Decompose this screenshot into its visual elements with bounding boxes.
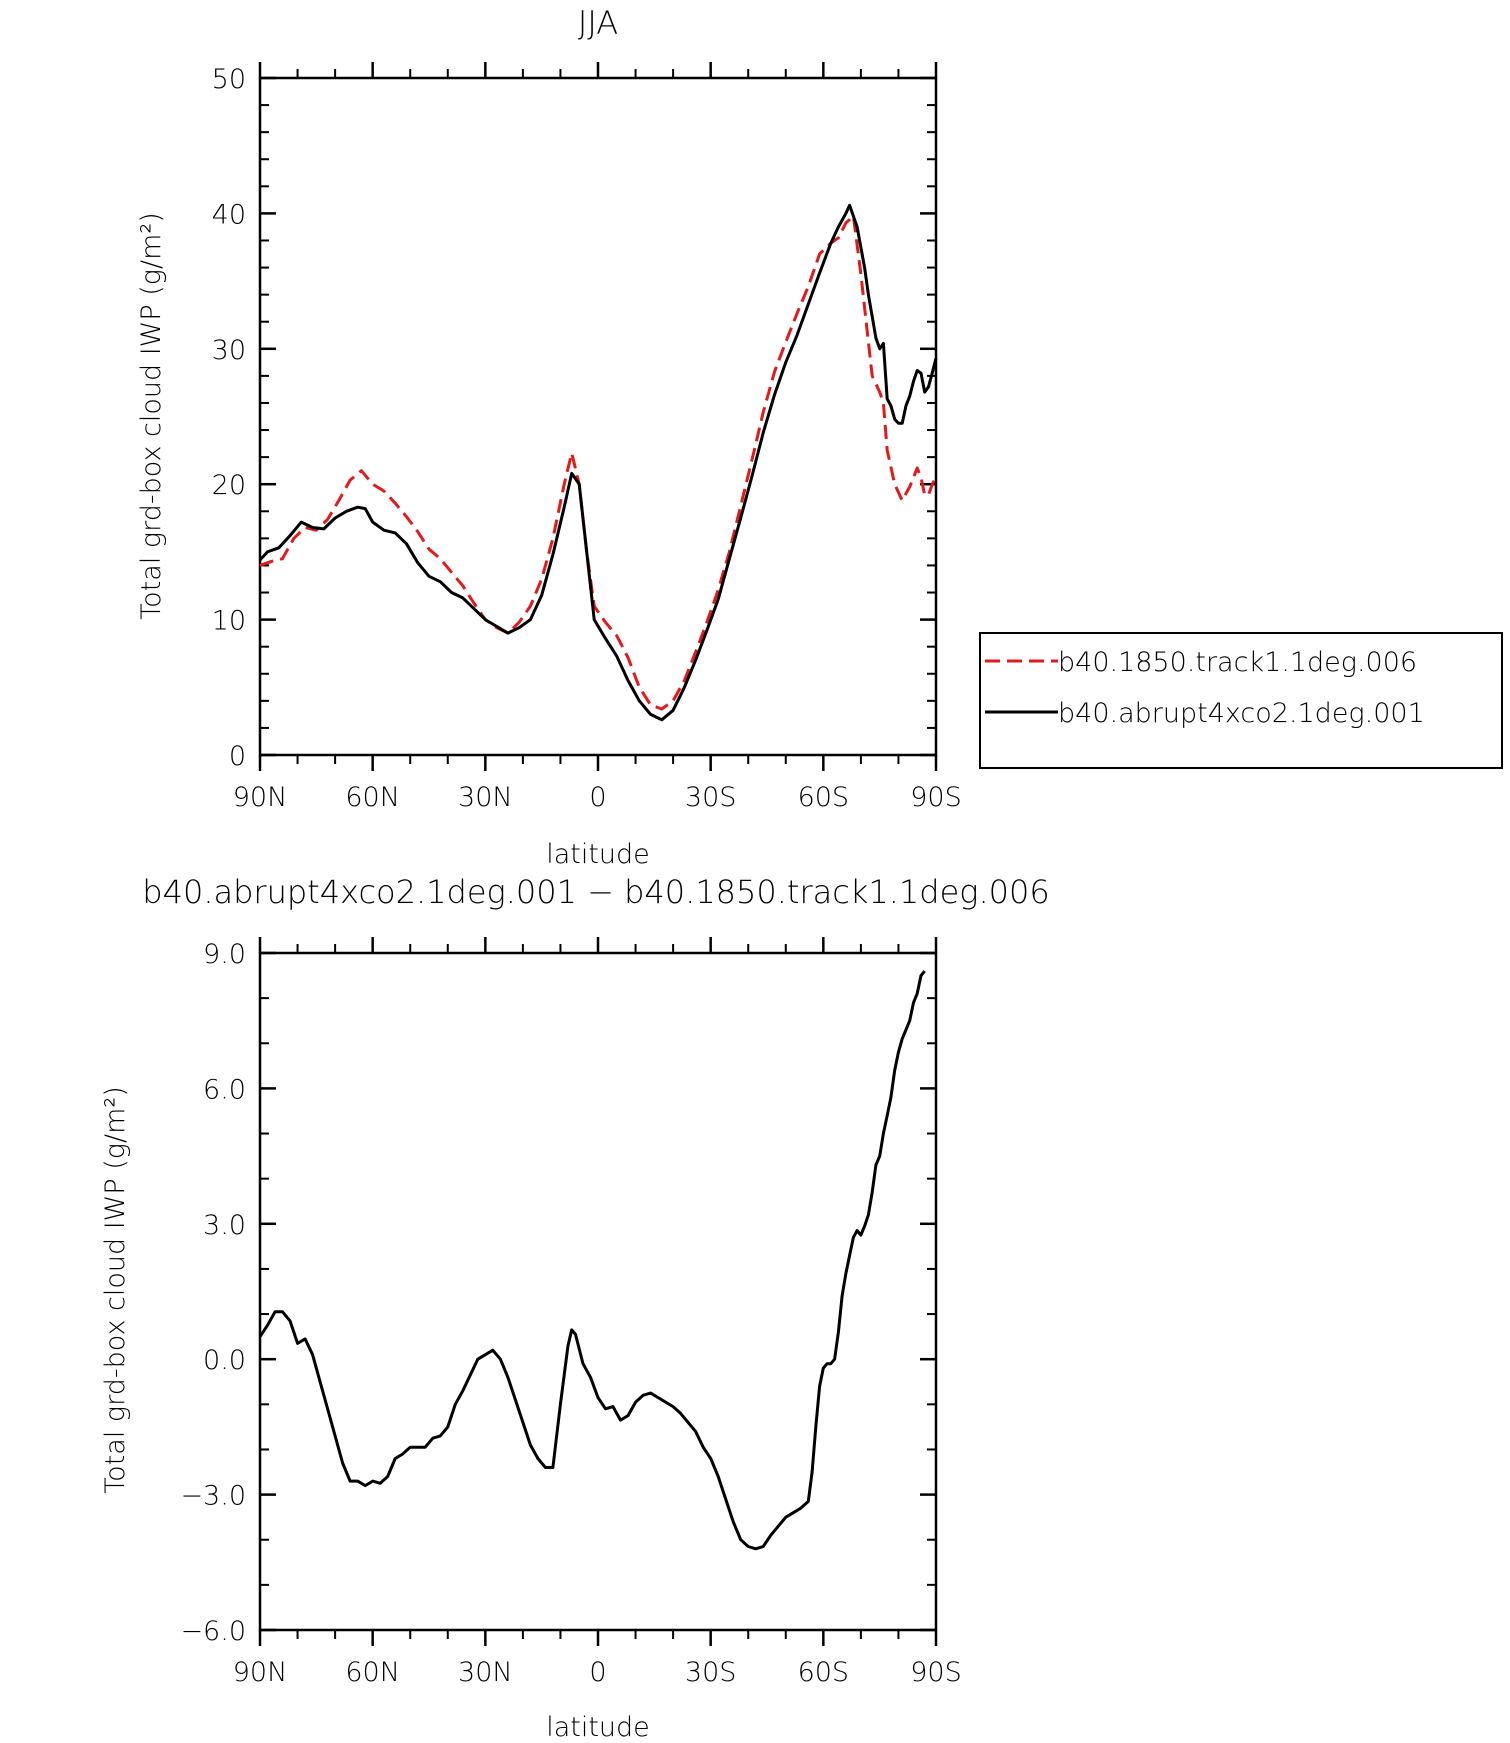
y-tick-label: 30 [212,335,246,366]
series-line-difference [258,970,926,1551]
y-tick-label: −6.0 [180,1616,246,1647]
top-x-axis-title: latitude [546,839,650,870]
x-tick-label: 30N [458,782,513,813]
bottom-y-axis: −6.0 −3.0 0.0 3.0 6.0 9.0 [180,939,936,1647]
x-tick-label: 0 [589,782,606,813]
y-tick-label: −3.0 [180,1481,246,1512]
x-tick-label: 30S [685,782,737,813]
x-tick-label: 90N [233,782,288,813]
bottom-chart-title: b40.abrupt4xco2.1deg.001 − b40.1850.trac… [142,873,1049,911]
x-tick-label: 60S [798,782,850,813]
x-tick-label: 90S [910,1657,962,1688]
top-x-axis: 90N 60N 30N 0 30S 60S 90S [233,62,962,813]
top-y-axis: 0 10 20 30 40 50 [212,64,936,772]
top-series-group [258,203,938,722]
legend-label-experiment: b40.abrupt4xco2.1deg.001 [1058,698,1425,729]
bottom-chart: b40.abrupt4xco2.1deg.001 − b40.1850.trac… [100,873,1050,1743]
x-tick-label: 60N [345,1657,400,1688]
y-tick-label: 6.0 [203,1074,246,1105]
x-tick-label: 90N [233,1657,288,1688]
y-tick-label: 20 [212,470,246,501]
x-tick-label: 90S [910,782,962,813]
bottom-x-axis-title: latitude [546,1712,650,1743]
y-tick-label: 10 [212,606,246,637]
x-tick-label: 30S [685,1657,737,1688]
series-line-experiment [258,203,938,722]
legend: b40.1850.track1.1deg.006 b40.abrupt4xco2… [979,632,1503,769]
y-tick-label: 0 [229,741,246,772]
x-tick-label: 60S [798,1657,850,1688]
bottom-y-axis-title: Total grd-box cloud IWP (g/m²) [100,1086,131,1493]
x-tick-label: 60N [345,782,400,813]
y-tick-label: 0.0 [203,1345,246,1376]
y-tick-label: 50 [212,64,246,95]
legend-box [979,632,1503,769]
bottom-plot-frame [258,951,938,1632]
top-plot-frame [258,76,938,757]
y-tick-label: 3.0 [203,1210,246,1241]
bottom-x-axis: 90N 60N 30N 0 30S 60S 90S [233,937,962,1688]
y-tick-label: 9.0 [203,939,246,970]
top-y-axis-title: Total grd-box cloud IWP (g/m²) [136,212,167,619]
y-tick-label: 40 [212,199,246,230]
x-tick-label: 30N [458,1657,513,1688]
series-line-control [259,214,938,711]
top-chart-title: JJA [578,4,618,42]
x-tick-label: 0 [589,1657,606,1688]
bottom-series-group [258,970,926,1551]
top-chart: JJA 0 10 20 30 40 50 90N 60N 30N 0 30S 60S 90S lati… [136,4,1503,870]
legend-label-control: b40.1850.track1.1deg.006 [1058,647,1417,678]
